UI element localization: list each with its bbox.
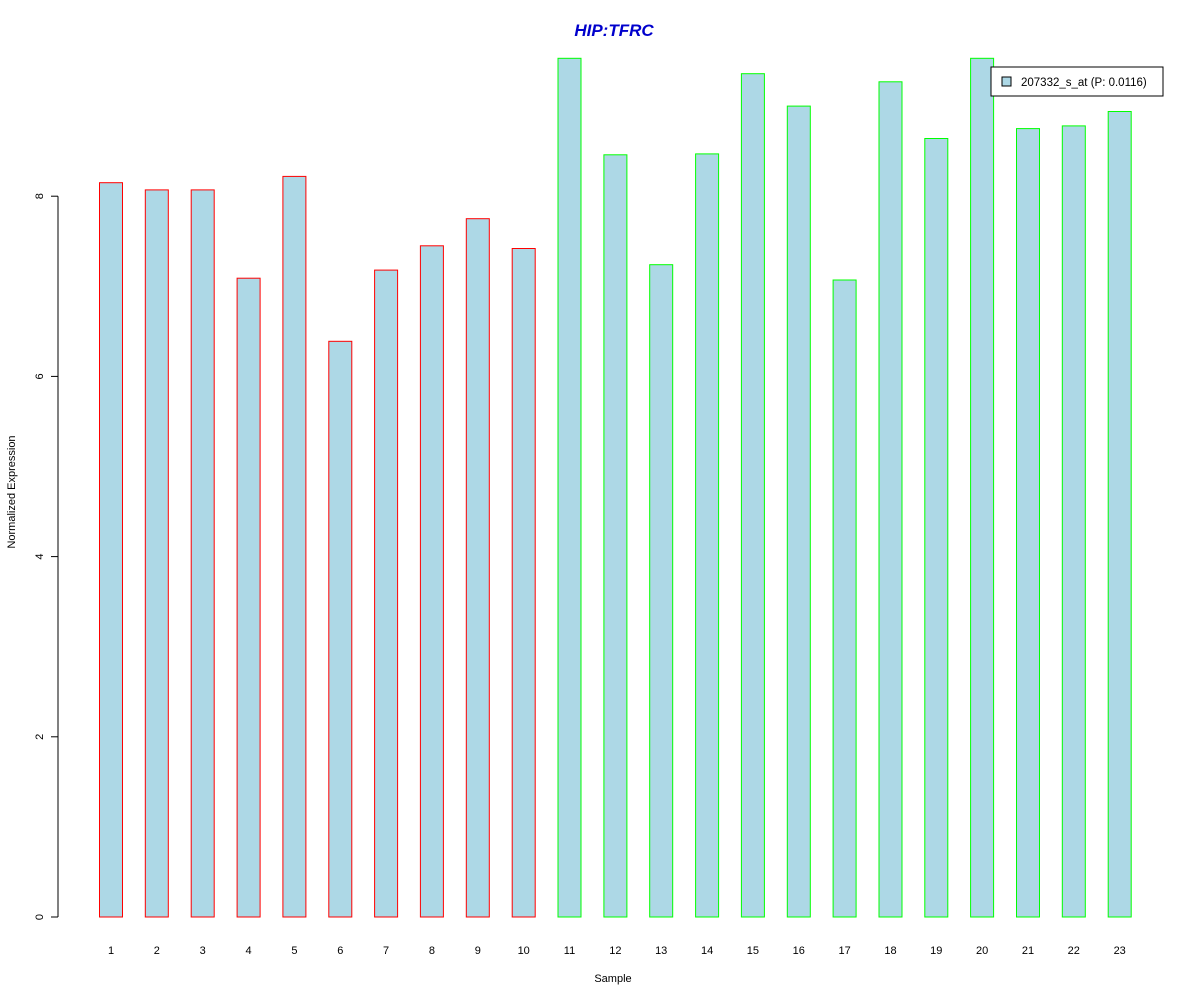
bar	[328, 340, 353, 918]
bar	[557, 57, 582, 918]
y-tick-label: 8	[34, 193, 46, 199]
x-tick-label: 19	[930, 945, 942, 957]
y-tick-label: 4	[34, 554, 46, 560]
x-tick-label: 4	[246, 945, 252, 957]
y-tick-label: 6	[34, 373, 46, 379]
legend-label: 207332_s_at (P: 0.0116)	[1021, 77, 1147, 89]
x-tick-label: 6	[337, 945, 343, 957]
x-axis-label: Sample	[594, 973, 631, 985]
x-tick-label: 1	[108, 945, 114, 957]
chart-title: HIP:TFRC	[574, 21, 654, 40]
bar	[970, 57, 995, 918]
bar	[832, 279, 857, 918]
y-tick-label: 2	[34, 734, 46, 740]
bar	[511, 248, 536, 918]
bar	[419, 245, 444, 918]
bar	[878, 81, 903, 918]
x-tick-label: 16	[793, 945, 805, 957]
x-tick-label: 8	[429, 945, 435, 957]
x-tick-label: 2	[154, 945, 160, 957]
bar	[924, 138, 949, 918]
x-tick-label: 22	[1068, 945, 1080, 957]
y-axis: 0 2 4 6 8	[34, 193, 59, 920]
bar	[786, 105, 811, 918]
x-tick-label: 14	[701, 945, 713, 957]
bars-group	[99, 57, 1132, 918]
bar	[695, 153, 720, 918]
x-tick-label: 3	[200, 945, 206, 957]
x-tick-label: 17	[838, 945, 850, 957]
bar	[190, 189, 215, 918]
bar	[1061, 125, 1086, 918]
x-tick-label: 11	[564, 945, 575, 957]
y-axis-label: Normalized Expression	[6, 435, 18, 548]
legend-swatch	[1001, 76, 1012, 87]
x-tick-label: 10	[518, 945, 530, 957]
bar	[236, 277, 261, 918]
bar	[740, 73, 765, 918]
bar	[603, 154, 628, 918]
x-tick-label: 5	[291, 945, 297, 957]
legend-box	[990, 66, 1164, 97]
x-tick-label: 23	[1114, 945, 1126, 957]
x-tick-label: 9	[475, 945, 481, 957]
bar	[1016, 128, 1040, 918]
x-axis-tick-labels: 1 2 3 4 5 6 7 8 9 10 11 12 13 14 15 16 17 18 19 20 21 22 23	[108, 945, 1126, 957]
legend: 207332_s_at (P: 0.0116)	[990, 66, 1164, 97]
y-tick-label: 0	[34, 914, 46, 920]
bar	[649, 264, 674, 918]
x-tick-label: 13	[655, 945, 667, 957]
x-tick-label: 18	[884, 945, 896, 957]
bar	[282, 175, 307, 918]
x-tick-label: 15	[747, 945, 759, 957]
bar	[374, 269, 399, 918]
bar	[1107, 111, 1132, 918]
x-tick-label: 21	[1022, 945, 1034, 957]
bar	[465, 218, 490, 918]
bar	[99, 182, 123, 918]
x-tick-label: 20	[976, 945, 988, 957]
bar	[144, 189, 169, 918]
x-tick-label: 7	[383, 945, 389, 957]
x-tick-label: 12	[609, 945, 621, 957]
